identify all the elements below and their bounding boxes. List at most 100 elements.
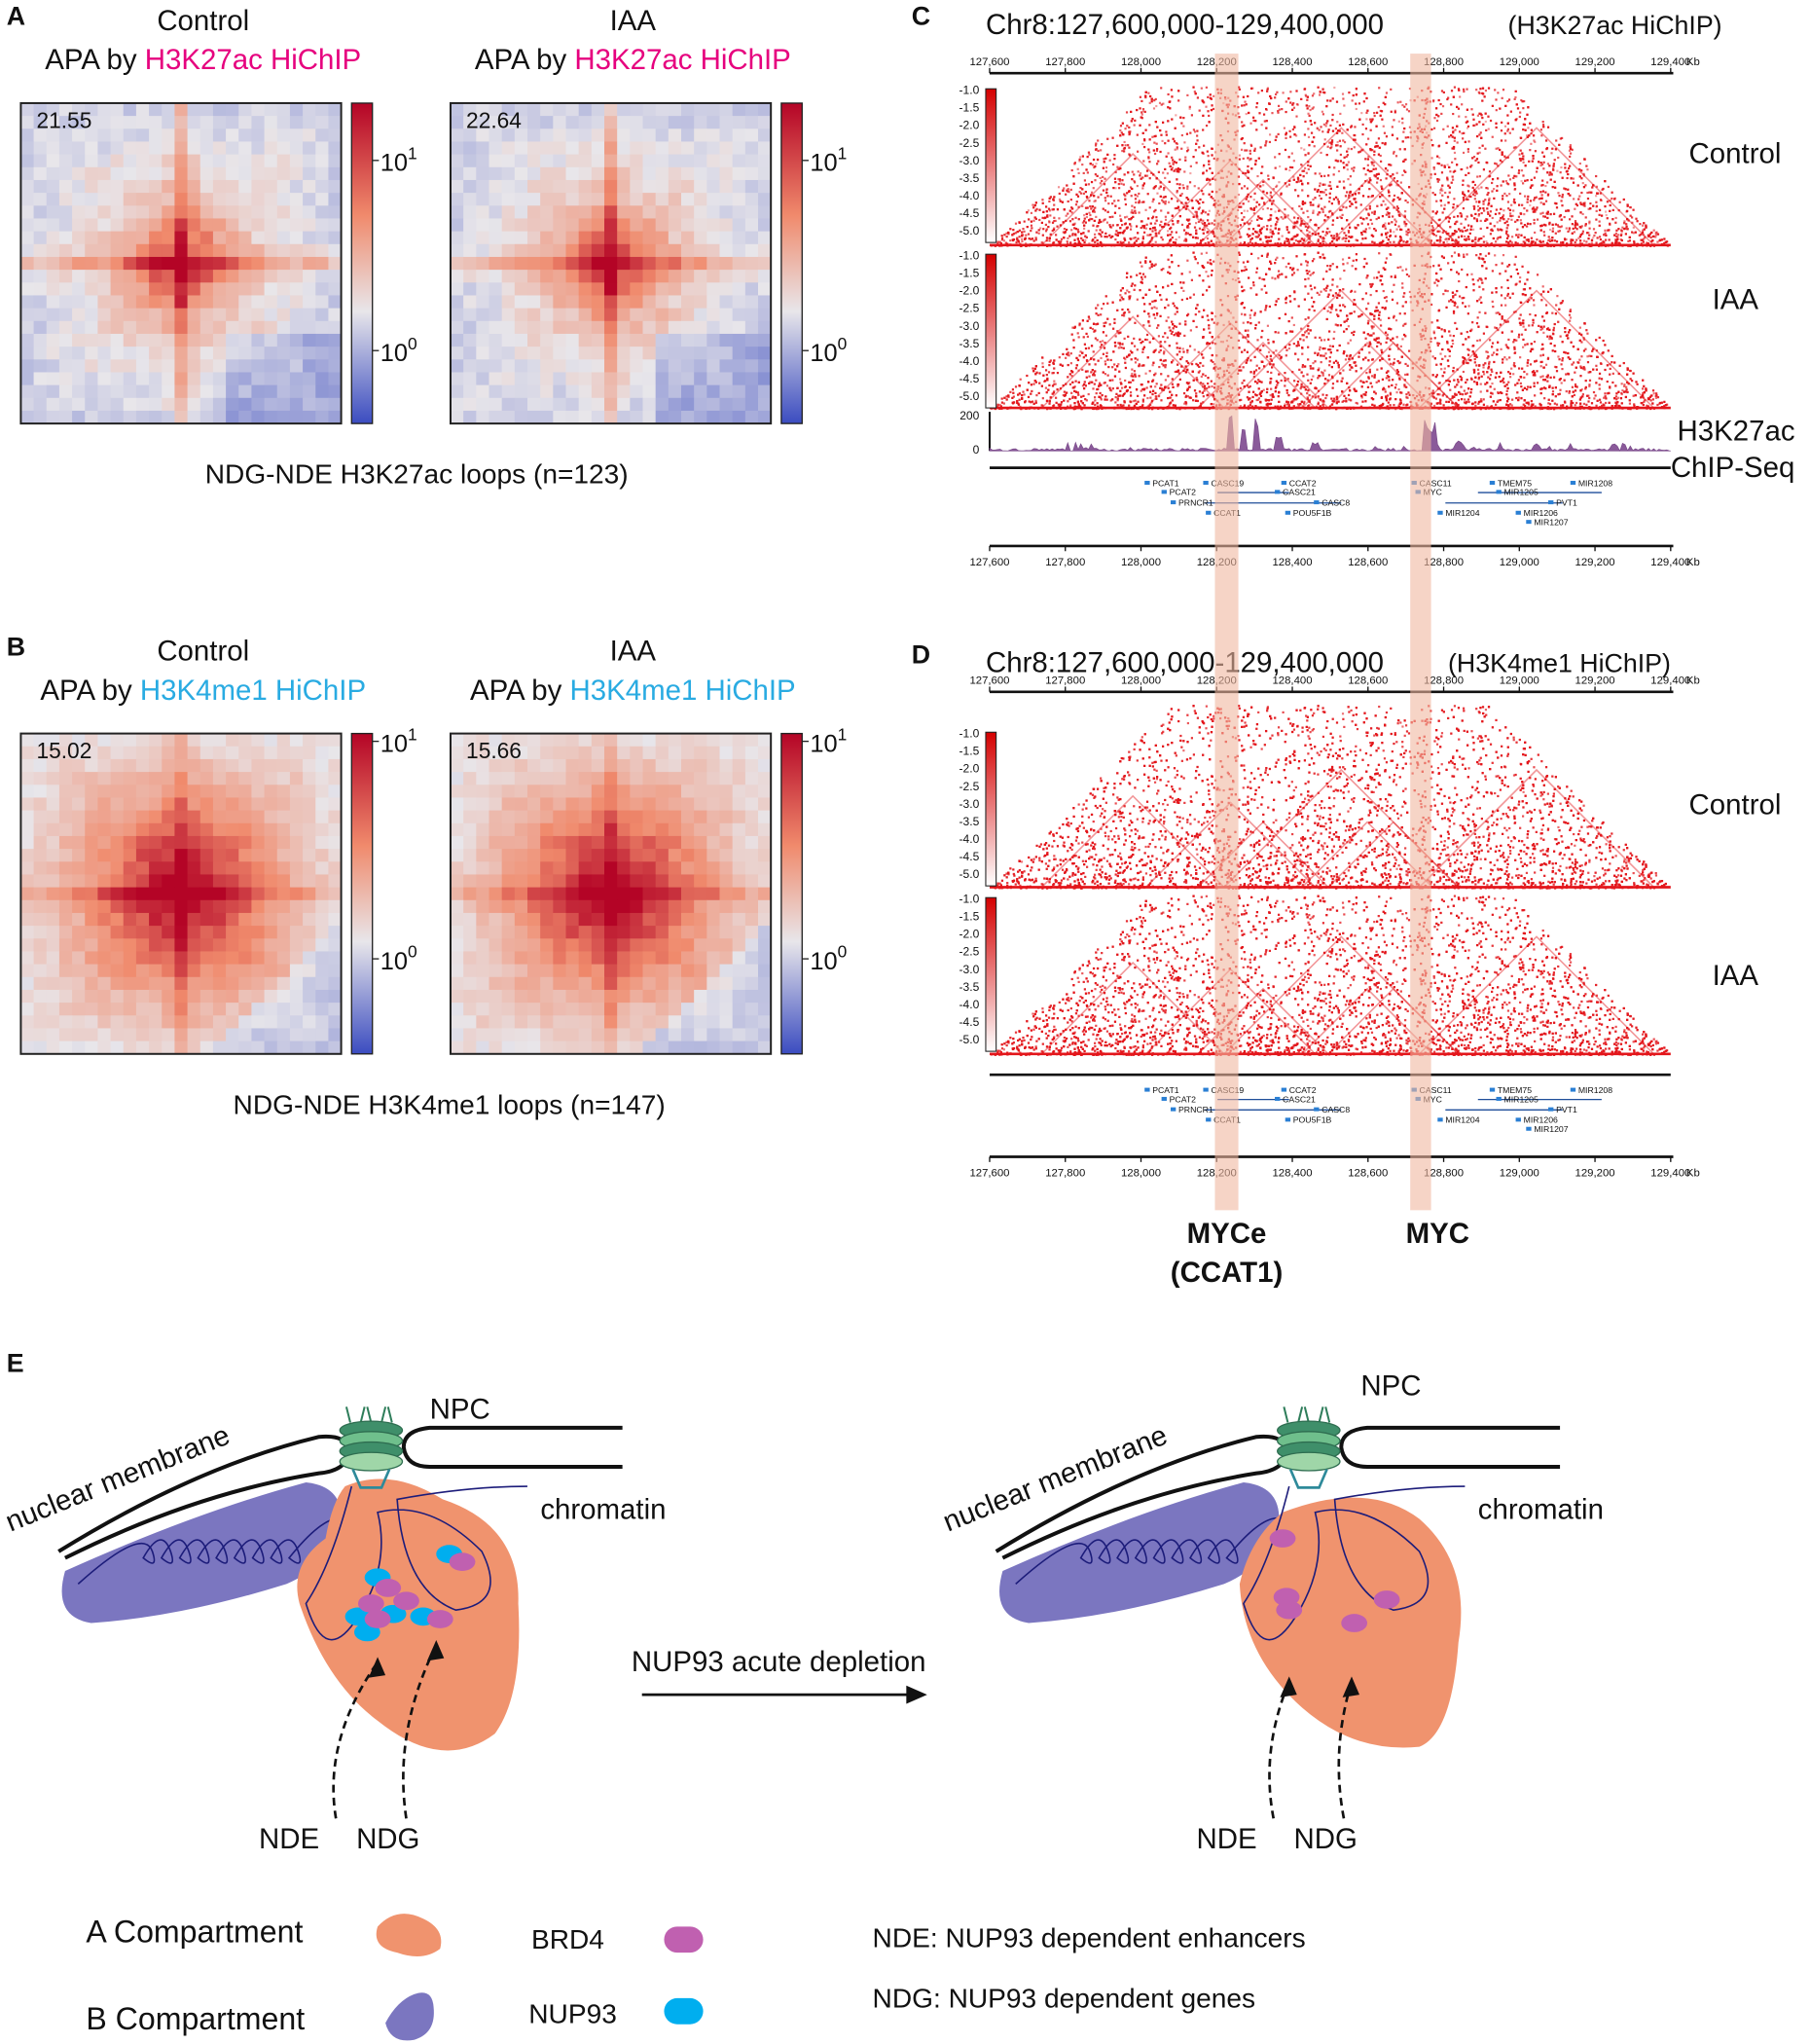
- heatmap-cell: [540, 205, 554, 219]
- heatmap-cell: [315, 887, 329, 901]
- contact-dot: [1175, 114, 1177, 117]
- heatmap-cell: [135, 102, 150, 117]
- heatmap-cell: [476, 874, 489, 889]
- heatmap-cell: [463, 938, 477, 952]
- heatmap-cell: [514, 320, 528, 335]
- contact-dot: [1262, 184, 1265, 187]
- heatmap-cell: [72, 989, 86, 1004]
- heatmap-cell: [617, 205, 631, 219]
- heatmap-cell: [706, 218, 720, 233]
- heatmap-cell: [591, 785, 605, 798]
- heatmap-cell: [20, 308, 34, 322]
- contact-dot: [1337, 169, 1341, 173]
- heatmap-cell: [489, 785, 503, 798]
- heatmap-cell: [123, 270, 137, 283]
- heatmap-cell: [694, 205, 707, 219]
- heatmap-cell: [199, 899, 214, 914]
- heatmap-cell: [33, 270, 48, 283]
- heatmap-cell: [489, 1003, 503, 1016]
- heatmap-cell: [630, 785, 643, 798]
- heatmap-cell: [565, 256, 580, 271]
- heatmap-cell: [20, 347, 34, 360]
- heatmap-cell: [135, 1028, 150, 1042]
- heatmap-cell: [514, 733, 528, 748]
- heatmap-cell: [276, 384, 291, 399]
- apa-prefix: APA by: [40, 675, 140, 707]
- heatmap-cell: [123, 835, 137, 850]
- heatmap-cell: [578, 1028, 593, 1042]
- heatmap-cell: [315, 989, 329, 1004]
- heatmap-cell: [694, 193, 707, 206]
- heatmap-cell: [251, 282, 265, 296]
- contact-dot: [1458, 115, 1461, 118]
- heatmap-cell: [732, 397, 746, 412]
- heatmap-cell: [732, 333, 746, 347]
- contact-dot: [1124, 144, 1127, 147]
- heatmap-cell: [123, 102, 137, 117]
- heatmap-cell: [72, 205, 86, 219]
- heatmap-cell: [123, 166, 137, 181]
- heatmap-cell: [668, 384, 682, 399]
- contact-dot: [1397, 120, 1400, 123]
- heatmap-cell: [276, 785, 291, 798]
- heatmap-cell: [681, 849, 695, 862]
- heatmap-cell: [264, 141, 278, 156]
- heatmap-cell: [85, 166, 98, 181]
- colorbar-exp: 1: [408, 724, 417, 744]
- heatmap-cell: [162, 231, 175, 245]
- heatmap-cell: [187, 887, 201, 901]
- heatmap-cell: [668, 179, 682, 194]
- heatmap-cell: [526, 410, 541, 424]
- heatmap-cell: [540, 733, 554, 748]
- contact-dot: [1094, 236, 1097, 239]
- heatmap-cell: [681, 1003, 695, 1016]
- heatmap-cell: [489, 270, 503, 283]
- contact-dot: [1116, 165, 1119, 168]
- heatmap-cell: [238, 154, 252, 168]
- heatmap-cell: [72, 179, 86, 194]
- heatmap-cell: [46, 989, 60, 1004]
- heatmap-cell: [238, 951, 252, 966]
- heatmap-cell: [58, 849, 73, 862]
- heatmap-cell: [149, 410, 163, 424]
- heatmap-cell: [251, 320, 265, 335]
- heatmap-cell: [199, 1003, 214, 1016]
- heatmap-cell: [20, 797, 34, 812]
- heatmap-cell: [123, 785, 137, 798]
- heatmap-cell: [463, 347, 477, 360]
- heatmap-cell: [668, 758, 682, 773]
- heatmap-cell: [514, 912, 528, 927]
- heatmap-cell: [135, 128, 150, 142]
- heatmap-cell: [226, 989, 239, 1004]
- heatmap-cell: [187, 295, 201, 310]
- heatmap-cell: [514, 1015, 528, 1029]
- heatmap-cell: [694, 810, 707, 824]
- heatmap-cell: [174, 951, 188, 966]
- heatmap-cell: [540, 359, 554, 373]
- contact-dot: [1484, 120, 1487, 124]
- heatmap-cell: [630, 397, 643, 412]
- heatmap-cell: [276, 231, 291, 245]
- heatmap-cell: [526, 372, 541, 386]
- contact-dot: [1058, 217, 1061, 220]
- heatmap-cell: [758, 179, 772, 194]
- heatmap-cell: [732, 989, 746, 1004]
- heatmap-cell: [187, 308, 201, 322]
- heatmap-cell: [85, 1003, 98, 1016]
- heatmap-cell: [315, 874, 329, 889]
- contact-dot: [1289, 91, 1292, 93]
- heatmap-cell: [97, 810, 111, 824]
- heatmap-cell: [289, 231, 304, 245]
- heatmap-cell: [251, 772, 265, 785]
- heatmap-cell: [238, 887, 252, 901]
- heatmap-cell: [97, 797, 111, 812]
- contact-dot: [1101, 143, 1104, 146]
- heatmap-cell: [58, 193, 73, 206]
- heatmap-cell: [732, 1003, 746, 1016]
- heatmap-cell: [187, 154, 201, 168]
- heatmap-cell: [630, 193, 643, 206]
- contact-dot: [1155, 163, 1159, 165]
- heatmap-cell: [744, 758, 759, 773]
- contact-dot: [1187, 226, 1190, 229]
- contact-dot: [1366, 164, 1369, 166]
